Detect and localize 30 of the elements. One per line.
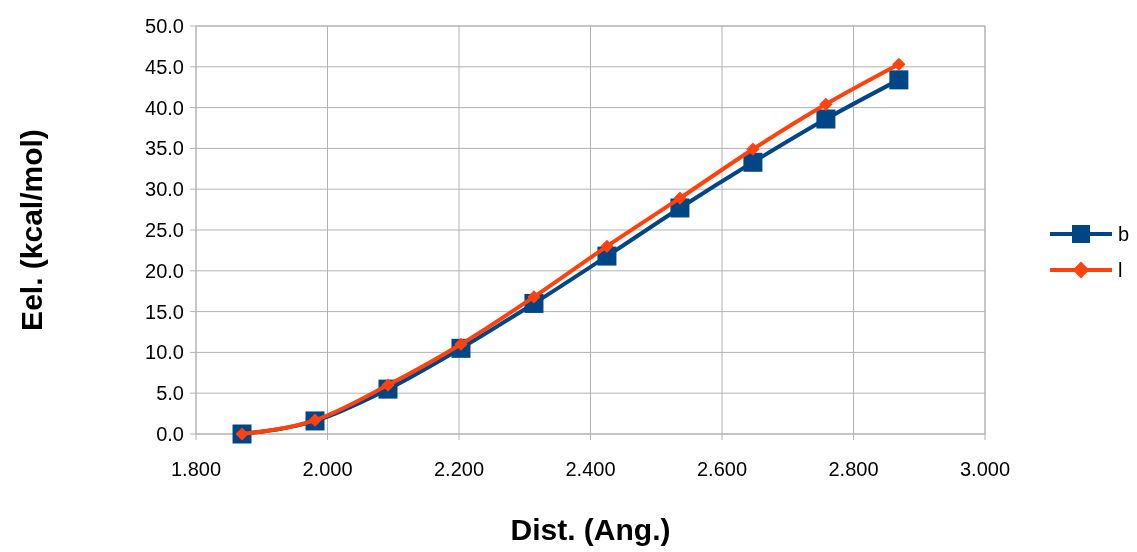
y-tick-label: 45.0 bbox=[145, 55, 184, 78]
point bbox=[746, 142, 760, 156]
point bbox=[600, 239, 614, 253]
x-tick-label: 1.800 bbox=[170, 458, 222, 480]
y-tick-label: 5.0 bbox=[156, 382, 184, 405]
point bbox=[819, 97, 833, 111]
y-tick-label: 25.0 bbox=[145, 219, 184, 241]
x-tick-label: 3.000 bbox=[959, 458, 1011, 480]
x-tick-label: 2.000 bbox=[302, 458, 353, 480]
point bbox=[889, 70, 909, 90]
legend-label: l bbox=[1118, 259, 1123, 281]
point bbox=[892, 57, 906, 71]
x-tick-label: 2.200 bbox=[433, 458, 485, 480]
y-tick-label: 0.0 bbox=[156, 423, 184, 445]
x-axis-title: Dist. (Ang.) bbox=[510, 513, 671, 546]
x-tick-label: 2.600 bbox=[696, 458, 748, 480]
y-tick-label: 40.0 bbox=[145, 96, 184, 119]
point bbox=[816, 109, 836, 129]
y-tick-label: 15.0 bbox=[145, 300, 184, 323]
y-tick-label: 35.0 bbox=[145, 137, 184, 160]
y-axis-title: Eel. (kcal/mol) bbox=[15, 129, 48, 331]
point bbox=[673, 191, 687, 205]
legend-label: b bbox=[1118, 223, 1130, 245]
y-tick-label: 10.0 bbox=[145, 341, 184, 364]
y-tick-label: 30.0 bbox=[145, 178, 184, 201]
y-tick-label: 20.0 bbox=[145, 259, 184, 282]
point bbox=[743, 152, 763, 172]
x-tick-label: 2.800 bbox=[828, 458, 879, 480]
x-tick-label: 2.400 bbox=[565, 458, 616, 480]
y-tick-label: 50.0 bbox=[145, 15, 184, 37]
